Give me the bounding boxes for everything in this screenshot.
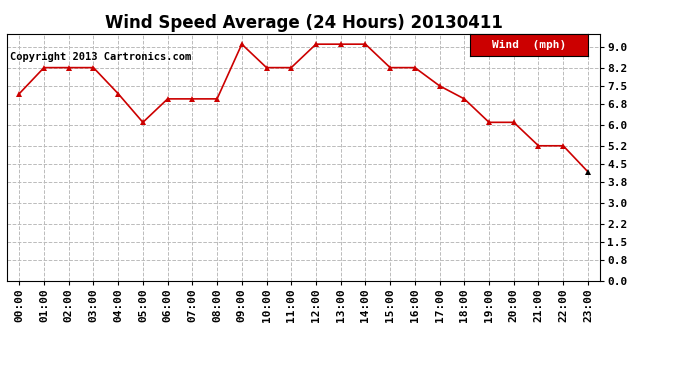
Text: Copyright 2013 Cartronics.com: Copyright 2013 Cartronics.com [10, 52, 192, 62]
Title: Wind Speed Average (24 Hours) 20130411: Wind Speed Average (24 Hours) 20130411 [105, 14, 502, 32]
